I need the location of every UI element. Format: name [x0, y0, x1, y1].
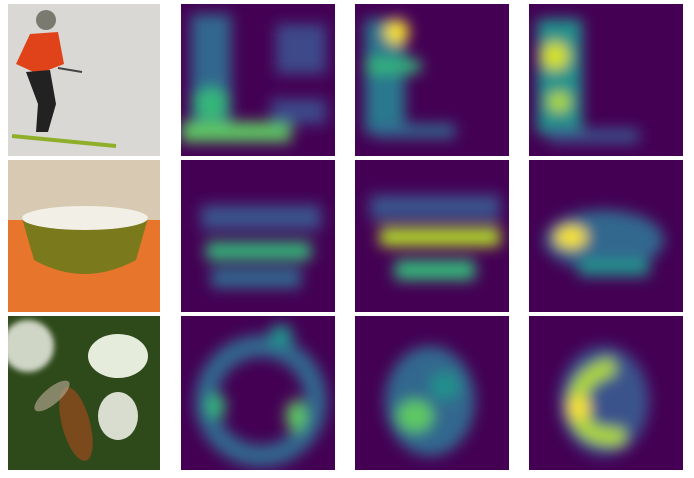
heatmap	[355, 316, 509, 470]
bowl-rim	[22, 206, 148, 230]
blob	[286, 400, 306, 432]
heat-blobs	[181, 14, 326, 142]
heatmap	[529, 4, 683, 156]
blob	[568, 396, 590, 420]
heatmap	[181, 4, 335, 156]
blob	[365, 59, 420, 73]
heatmap	[355, 160, 509, 312]
blob	[195, 335, 327, 467]
blob	[380, 228, 500, 246]
petal	[88, 334, 148, 378]
photo-bee	[8, 316, 160, 470]
pants	[26, 70, 56, 132]
blob	[201, 205, 321, 230]
blob	[193, 88, 229, 120]
blob	[579, 260, 649, 276]
blob	[375, 124, 455, 138]
heat-blobs	[544, 210, 664, 276]
heat-bg	[181, 160, 335, 312]
blob	[544, 210, 664, 270]
pole	[57, 67, 83, 73]
photo-bowl	[8, 160, 160, 312]
bee-body	[59, 387, 93, 461]
bee-wing	[34, 380, 70, 412]
blob	[430, 372, 460, 400]
blob	[555, 226, 587, 248]
heatmap	[529, 160, 683, 312]
blob	[395, 260, 475, 280]
blob	[211, 268, 301, 288]
blob	[276, 24, 326, 74]
blob	[537, 19, 582, 134]
heatmap	[355, 4, 509, 156]
heat-blobs	[365, 19, 455, 138]
blob	[541, 42, 569, 70]
heatmap	[529, 316, 683, 470]
heat-blobs	[559, 346, 649, 456]
blob	[269, 324, 293, 348]
heat-blobs	[370, 195, 500, 280]
blob	[271, 99, 326, 124]
photo-skier	[8, 4, 160, 156]
helmet	[36, 10, 56, 30]
heat-blobs	[385, 346, 475, 456]
heat-blobs	[537, 19, 639, 143]
ski	[11, 134, 117, 148]
blob	[181, 122, 291, 142]
jacket	[16, 32, 64, 74]
blob	[206, 394, 226, 418]
heatmap	[181, 160, 335, 312]
blob	[385, 346, 475, 456]
blob	[385, 20, 409, 44]
blob	[548, 92, 570, 112]
blob	[206, 242, 311, 260]
petal	[98, 392, 138, 440]
blob	[370, 195, 500, 220]
blob	[549, 129, 639, 143]
heat-blobs	[201, 205, 321, 288]
blob	[397, 400, 433, 432]
heat-blobs	[195, 324, 327, 467]
blossom	[8, 320, 54, 372]
heatmap	[181, 316, 335, 470]
